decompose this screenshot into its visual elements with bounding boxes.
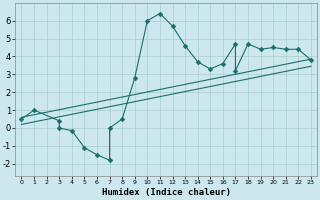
X-axis label: Humidex (Indice chaleur): Humidex (Indice chaleur) <box>102 188 231 197</box>
